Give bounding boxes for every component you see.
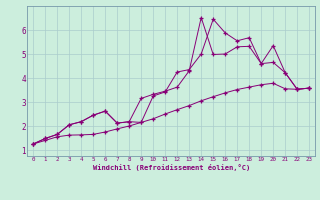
X-axis label: Windchill (Refroidissement éolien,°C): Windchill (Refroidissement éolien,°C): [92, 164, 250, 171]
